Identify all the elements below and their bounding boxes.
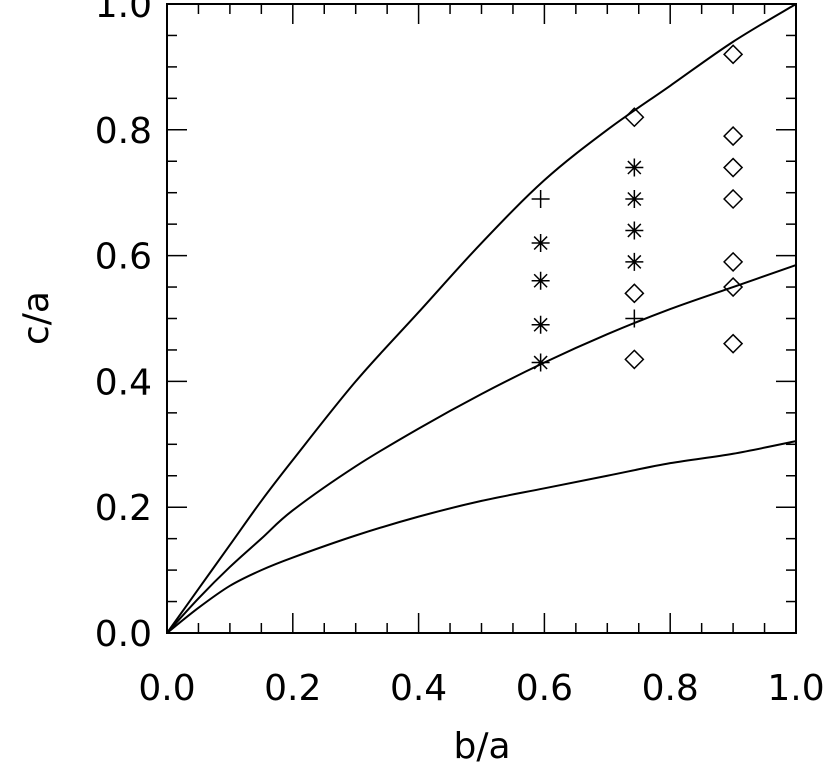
curves-layer <box>166 3 797 634</box>
y-tick-label: 0.0 <box>95 614 152 655</box>
markers-layer <box>531 44 744 372</box>
diamond-marker <box>723 44 744 65</box>
curve-line-1 <box>166 3 797 634</box>
diamond-marker <box>624 107 645 128</box>
x-tick-label: 0.6 <box>516 668 573 709</box>
y-tick-label: 0.4 <box>95 362 152 403</box>
asterisk-marker <box>625 158 644 177</box>
diamond-marker <box>723 157 744 178</box>
diamond-marker <box>723 126 744 147</box>
y-tick-label: 0.2 <box>95 488 152 529</box>
plus-marker <box>531 189 550 208</box>
y-tick-label: 0.6 <box>95 237 152 278</box>
curve-line-3 <box>166 440 797 634</box>
asterisk-marker <box>625 221 644 240</box>
x-tick-label: 0.4 <box>390 668 447 709</box>
diamond-marker <box>723 333 744 354</box>
x-tick-label: 0.2 <box>264 668 321 709</box>
asterisk-marker <box>531 353 550 372</box>
asterisk-marker <box>531 234 550 253</box>
diamond-marker <box>723 188 744 210</box>
diamond-marker <box>624 283 645 304</box>
diamond-marker <box>624 349 645 370</box>
tick-labels-layer: 0.0 0.2 0.4 0.6 0.8 1.0 0.0 0.2 0.4 0.6 0.8 1.0 <box>95 0 825 709</box>
asterisk-marker <box>625 189 644 208</box>
asterisk-marker <box>625 252 644 271</box>
x-axis-title: b/a <box>453 726 510 767</box>
asterisk-marker <box>531 271 550 290</box>
x-tick-label: 1.0 <box>767 668 824 709</box>
curve-line-2 <box>166 264 797 634</box>
y-tick-label: 1.0 <box>95 0 152 26</box>
x-tick-label: 0.8 <box>642 668 699 709</box>
x-tick-label: 0.0 <box>138 668 195 709</box>
y-tick-label: 0.8 <box>95 111 152 152</box>
asterisk-marker <box>531 315 550 334</box>
ticks-layer <box>166 3 797 634</box>
diamond-marker <box>723 276 744 298</box>
y-axis-title: c/a <box>16 291 57 345</box>
diamond-marker <box>723 251 744 272</box>
plus-marker <box>625 309 644 328</box>
